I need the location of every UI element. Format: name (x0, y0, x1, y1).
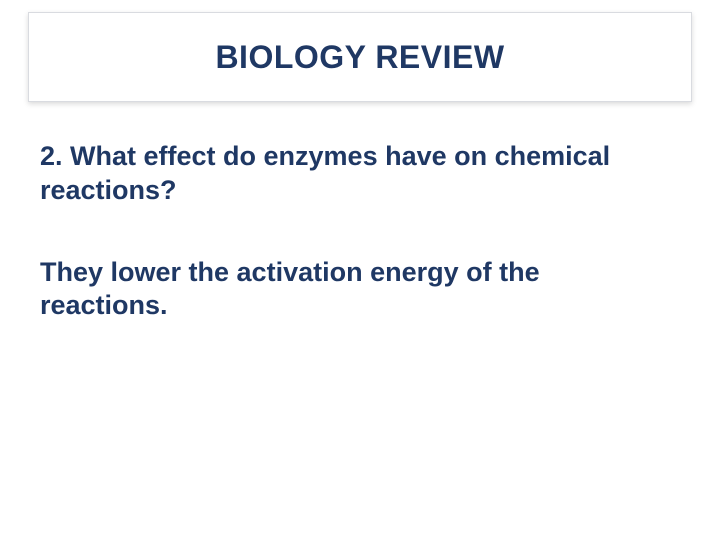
answer-text: They lower the activation energy of the … (40, 256, 660, 324)
slide-content: 2. What effect do enzymes have on chemic… (40, 140, 660, 323)
question-text: 2. What effect do enzymes have on chemic… (40, 140, 660, 208)
slide-title: BIOLOGY REVIEW (215, 39, 504, 76)
slide: BIOLOGY REVIEW 2. What effect do enzymes… (0, 0, 720, 540)
title-band: BIOLOGY REVIEW (28, 12, 692, 102)
